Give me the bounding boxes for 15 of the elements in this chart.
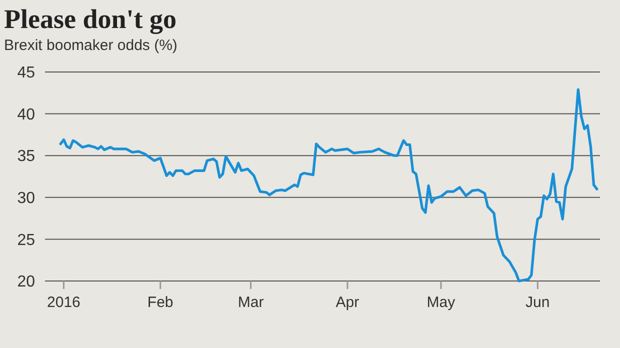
x-tick-label: Apr <box>336 294 360 311</box>
chart-subtitle: Brexit boomaker odds (%) <box>4 37 178 54</box>
chart-title: Please don't go <box>4 4 176 34</box>
x-tick-label: 2016 <box>47 294 80 311</box>
x-tick-label: Feb <box>147 294 174 311</box>
x-tick-label: May <box>426 294 456 311</box>
y-tick-label: 20 <box>17 274 36 291</box>
line-series <box>59 88 598 282</box>
y-tick-label: 35 <box>17 148 36 166</box>
y-tick-label: 25 <box>17 232 36 249</box>
x-tick-label: Jun <box>526 294 550 311</box>
x-tick-label: Mar <box>238 294 264 311</box>
y-tick-label: 40 <box>17 106 36 124</box>
y-tick-label: 45 <box>17 64 36 82</box>
y-tick-label: 30 <box>17 190 36 207</box>
